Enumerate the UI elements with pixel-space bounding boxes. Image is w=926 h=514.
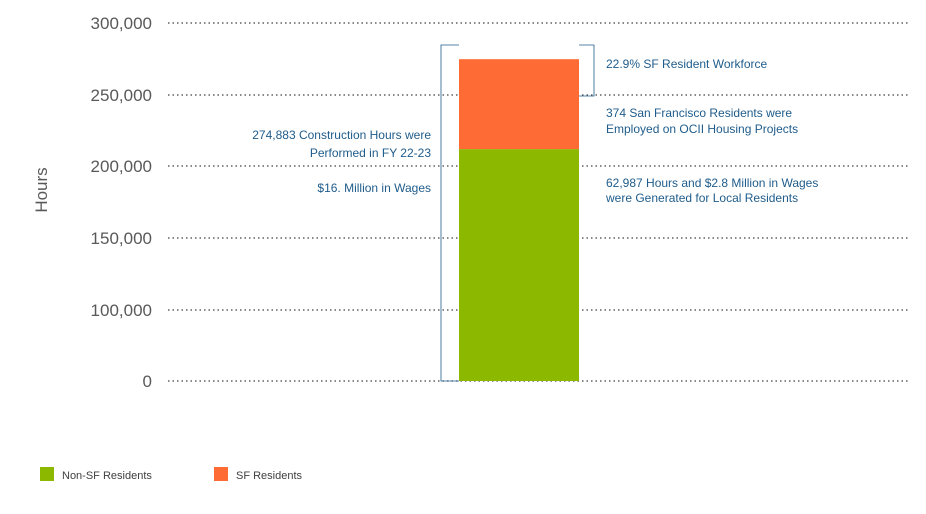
y-axis-ticks: 0 100,000 150,000 200,000 250,000 300,000 xyxy=(91,14,152,391)
y-tick-label: 0 xyxy=(143,372,152,391)
annotation-local-hours-1: 62,987 Hours and $2.8 Million in Wages xyxy=(606,176,818,190)
right-bracket xyxy=(579,44,595,97)
annotation-residents-employed-2: Employed on OCII Housing Projects xyxy=(606,122,798,136)
legend-label-non-sf: Non-SF Residents xyxy=(62,470,152,482)
legend: Non-SF Residents SF Residents xyxy=(40,467,303,482)
annotation-workforce-share: 22.9% SF Resident Workforce xyxy=(606,57,768,71)
y-tick-label: 100,000 xyxy=(91,301,152,320)
y-tick-label: 250,000 xyxy=(91,86,152,105)
y-tick-label: 200,000 xyxy=(91,157,152,176)
annotation-fiscal-year: Performed in FY 22-23 xyxy=(310,146,431,160)
annotation-total-wages: $16. Million in Wages xyxy=(317,181,431,195)
y-tick-label: 150,000 xyxy=(91,229,152,248)
annotation-residents-employed-1: 374 San Francisco Residents were xyxy=(606,106,792,120)
annotation-total-hours: 274,883 Construction Hours were xyxy=(252,128,431,142)
bar-segment-non-sf-residents xyxy=(459,149,579,381)
left-bracket xyxy=(440,44,459,382)
y-axis-label: Hours xyxy=(32,167,51,212)
legend-swatch-non-sf xyxy=(40,467,54,481)
annotation-local-hours-2: were Generated for Local Residents xyxy=(605,191,798,205)
legend-swatch-sf xyxy=(214,467,228,481)
bars xyxy=(459,59,579,381)
y-tick-label: 300,000 xyxy=(91,14,152,33)
legend-label-sf: SF Residents xyxy=(236,470,303,482)
bar-segment-sf-residents xyxy=(459,59,579,150)
